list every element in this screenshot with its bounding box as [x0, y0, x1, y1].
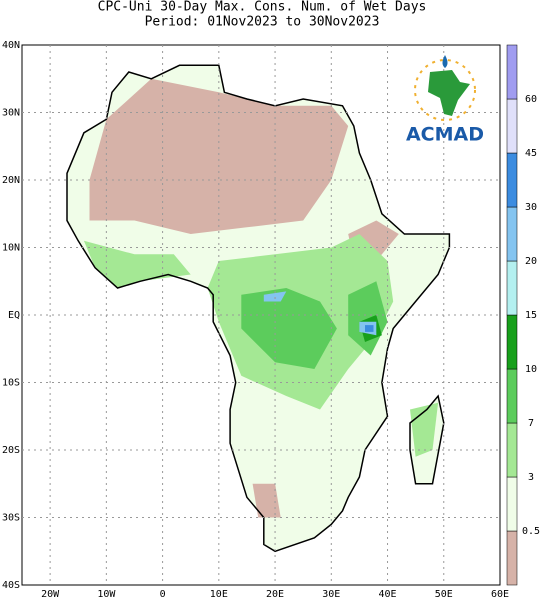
- legend-label: 0.5: [522, 526, 540, 537]
- legend-label: 7: [528, 418, 534, 429]
- legend-swatch: [506, 260, 518, 316]
- lon-label: 20W: [41, 589, 60, 600]
- legend-label: 10: [525, 364, 537, 375]
- wet-day-area: [89, 78, 349, 234]
- wet-day-area: [365, 325, 374, 332]
- legend-swatch: [506, 368, 518, 424]
- lat-label: 10N: [2, 243, 20, 254]
- lat-label: 40N: [2, 40, 20, 51]
- lon-label: 20E: [266, 589, 284, 600]
- logo-text: ACMAD: [406, 124, 484, 146]
- lon-label: 60E: [491, 589, 509, 600]
- legend-swatch: [506, 530, 518, 586]
- legend-swatch: [506, 206, 518, 262]
- wet-day-area: [263, 291, 287, 302]
- lat-label: 20S: [2, 445, 20, 456]
- lat-label: 30S: [2, 513, 20, 524]
- lon-label: 10W: [97, 589, 116, 600]
- legend-swatch: [506, 314, 518, 370]
- lon-label: 10E: [210, 589, 228, 600]
- legend-label: 45: [525, 148, 537, 159]
- lat-label: 20N: [2, 175, 20, 186]
- legend-label: 30: [525, 202, 537, 213]
- legend-swatch: [506, 152, 518, 208]
- period: Period: 01Nov2023 to 30Nov2023: [145, 15, 380, 30]
- lon-label: 40E: [378, 589, 396, 600]
- title: CPC-Uni 30-Day Max. Cons. Num. of Wet Da…: [98, 0, 427, 15]
- wet-day-area: [410, 402, 439, 457]
- lat-label: 10S: [2, 378, 20, 389]
- logo: ACMAD: [406, 55, 484, 146]
- lat-label: EQ: [8, 310, 20, 321]
- lat-label: 40S: [2, 580, 20, 591]
- legend-swatch: [506, 98, 518, 154]
- lon-label: 30E: [322, 589, 340, 600]
- legend-label: 20: [525, 256, 537, 267]
- lon-label: 50E: [435, 589, 453, 600]
- lat-label: 30N: [2, 108, 20, 119]
- legend-swatch: [506, 422, 518, 478]
- lon-label: 0: [160, 589, 166, 600]
- legend-label: 60: [525, 94, 537, 105]
- legend-label: 15: [525, 310, 537, 321]
- legend-swatch: [506, 476, 518, 532]
- legend-swatch: [506, 44, 518, 100]
- coastline: [409, 394, 445, 485]
- legend: 0.5 3 7 10 15 20 30 45 60: [506, 44, 540, 586]
- wet-day-area: [241, 288, 337, 369]
- map: [22, 45, 500, 585]
- legend-label: 3: [528, 472, 534, 483]
- wet-day-area: [252, 483, 281, 518]
